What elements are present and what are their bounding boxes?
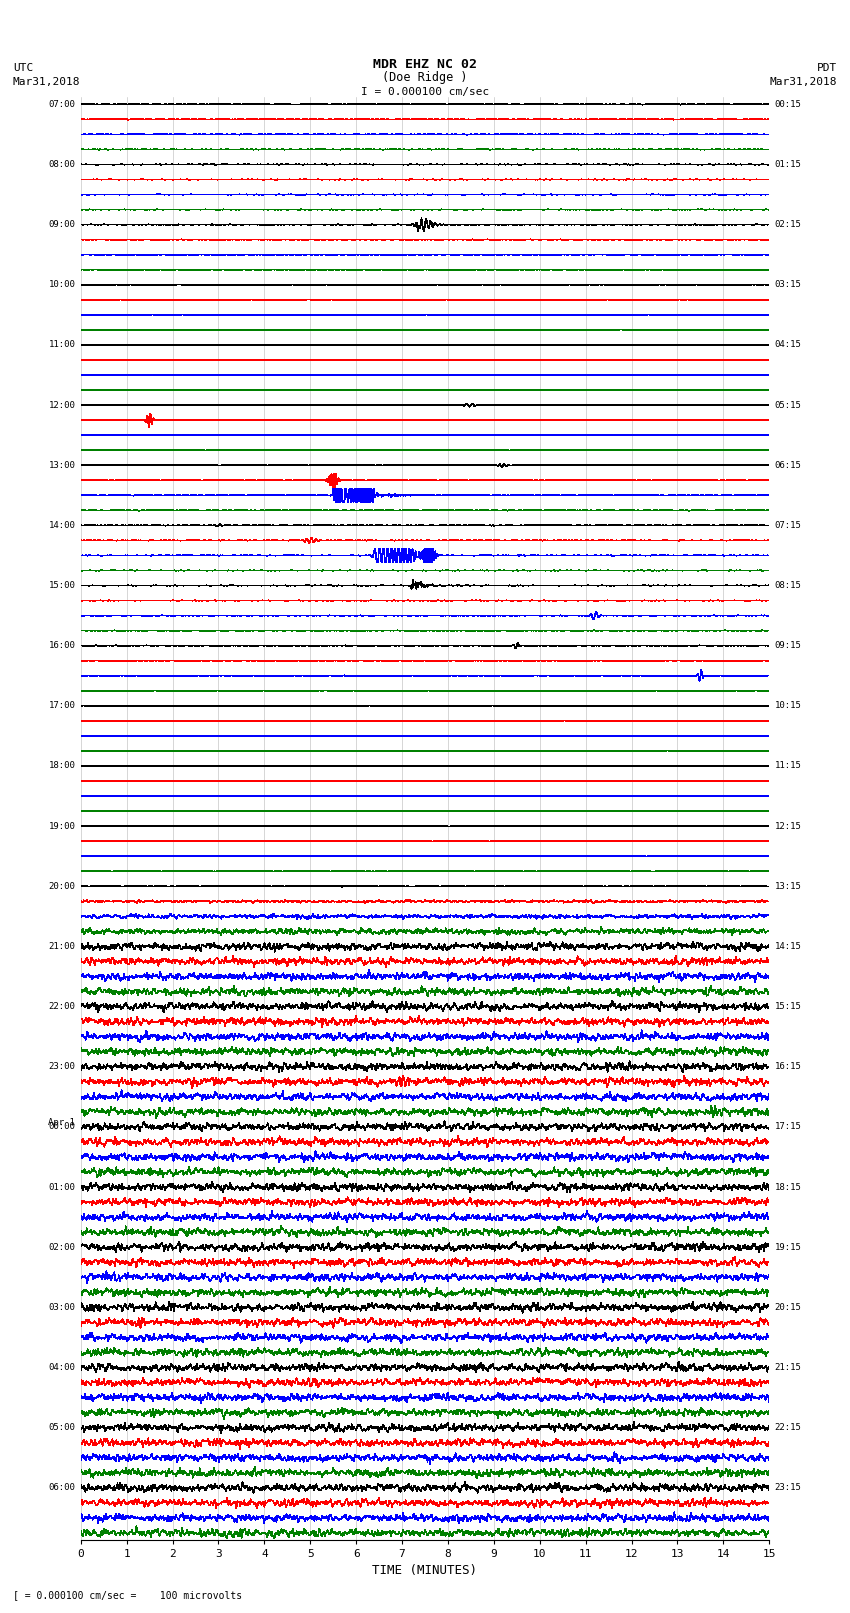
Text: UTC: UTC bbox=[13, 63, 33, 73]
Text: [ = 0.000100 cm/sec =    100 microvolts: [ = 0.000100 cm/sec = 100 microvolts bbox=[13, 1590, 242, 1600]
Text: 03:15: 03:15 bbox=[774, 281, 802, 289]
Text: 23:00: 23:00 bbox=[48, 1063, 76, 1071]
Text: 20:00: 20:00 bbox=[48, 882, 76, 890]
Text: 02:00: 02:00 bbox=[48, 1242, 76, 1252]
X-axis label: TIME (MINUTES): TIME (MINUTES) bbox=[372, 1563, 478, 1576]
Text: 07:15: 07:15 bbox=[774, 521, 802, 529]
Text: 10:15: 10:15 bbox=[774, 702, 802, 710]
Text: 14:00: 14:00 bbox=[48, 521, 76, 529]
Text: 13:15: 13:15 bbox=[774, 882, 802, 890]
Text: 22:15: 22:15 bbox=[774, 1423, 802, 1432]
Text: 16:00: 16:00 bbox=[48, 640, 76, 650]
Text: 01:00: 01:00 bbox=[48, 1182, 76, 1192]
Text: 06:00: 06:00 bbox=[48, 1484, 76, 1492]
Text: 22:00: 22:00 bbox=[48, 1002, 76, 1011]
Text: 05:00: 05:00 bbox=[48, 1423, 76, 1432]
Text: 11:15: 11:15 bbox=[774, 761, 802, 771]
Text: I = 0.000100 cm/sec: I = 0.000100 cm/sec bbox=[361, 87, 489, 97]
Text: 15:00: 15:00 bbox=[48, 581, 76, 590]
Text: 12:15: 12:15 bbox=[774, 821, 802, 831]
Text: 05:15: 05:15 bbox=[774, 400, 802, 410]
Text: 13:00: 13:00 bbox=[48, 461, 76, 469]
Text: 10:00: 10:00 bbox=[48, 281, 76, 289]
Text: 08:15: 08:15 bbox=[774, 581, 802, 590]
Text: 04:00: 04:00 bbox=[48, 1363, 76, 1373]
Text: 20:15: 20:15 bbox=[774, 1303, 802, 1311]
Text: 17:00: 17:00 bbox=[48, 702, 76, 710]
Text: 23:15: 23:15 bbox=[774, 1484, 802, 1492]
Text: 06:15: 06:15 bbox=[774, 461, 802, 469]
Text: 17:15: 17:15 bbox=[774, 1123, 802, 1131]
Text: 15:15: 15:15 bbox=[774, 1002, 802, 1011]
Text: 00:15: 00:15 bbox=[774, 100, 802, 108]
Text: (Doe Ridge ): (Doe Ridge ) bbox=[382, 71, 468, 84]
Text: 21:00: 21:00 bbox=[48, 942, 76, 952]
Text: 16:15: 16:15 bbox=[774, 1063, 802, 1071]
Text: 02:15: 02:15 bbox=[774, 219, 802, 229]
Text: 12:00: 12:00 bbox=[48, 400, 76, 410]
Text: Apr 1: Apr 1 bbox=[48, 1118, 76, 1127]
Text: PDT: PDT bbox=[817, 63, 837, 73]
Text: 18:00: 18:00 bbox=[48, 761, 76, 771]
Text: 07:00: 07:00 bbox=[48, 100, 76, 108]
Text: Mar31,2018: Mar31,2018 bbox=[13, 77, 80, 87]
Text: 21:15: 21:15 bbox=[774, 1363, 802, 1373]
Text: 09:00: 09:00 bbox=[48, 219, 76, 229]
Text: 00:00: 00:00 bbox=[48, 1123, 76, 1131]
Text: 19:15: 19:15 bbox=[774, 1242, 802, 1252]
Text: 14:15: 14:15 bbox=[774, 942, 802, 952]
Text: 11:00: 11:00 bbox=[48, 340, 76, 350]
Text: MDR EHZ NC 02: MDR EHZ NC 02 bbox=[373, 58, 477, 71]
Text: Mar31,2018: Mar31,2018 bbox=[770, 77, 837, 87]
Text: 18:15: 18:15 bbox=[774, 1182, 802, 1192]
Text: 19:00: 19:00 bbox=[48, 821, 76, 831]
Text: 08:00: 08:00 bbox=[48, 160, 76, 169]
Text: 04:15: 04:15 bbox=[774, 340, 802, 350]
Text: 01:15: 01:15 bbox=[774, 160, 802, 169]
Text: 09:15: 09:15 bbox=[774, 640, 802, 650]
Text: 03:00: 03:00 bbox=[48, 1303, 76, 1311]
